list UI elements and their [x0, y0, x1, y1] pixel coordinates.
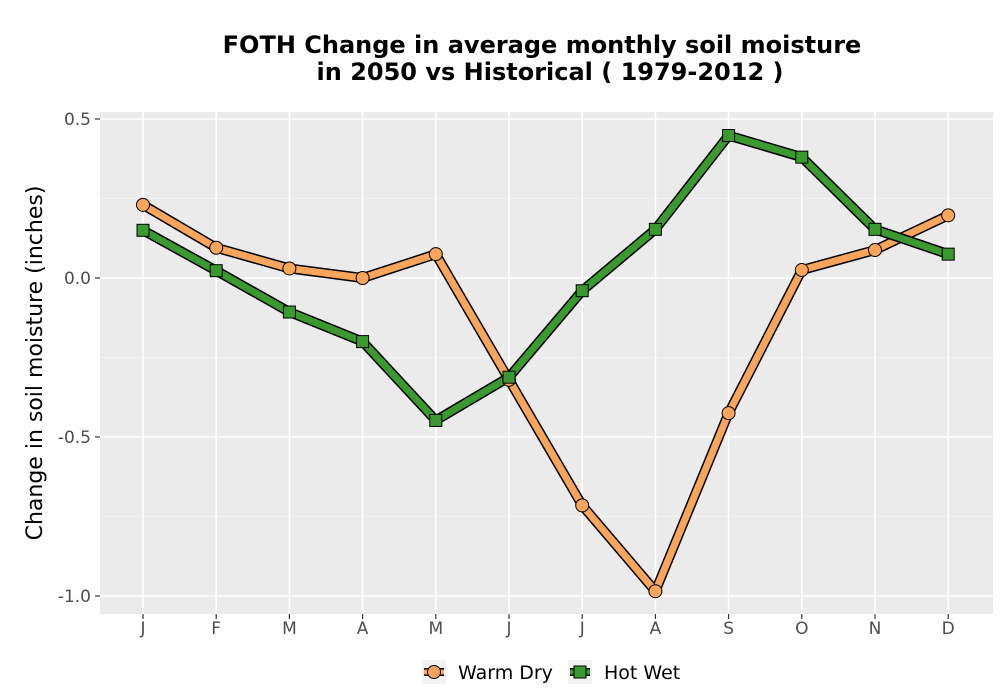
- data-point: [795, 150, 809, 164]
- data-point: [941, 208, 956, 223]
- data-point: [868, 222, 882, 236]
- x-tick-label: J: [505, 619, 511, 639]
- data-point: [355, 271, 370, 285]
- y-tick-label: 0.5: [64, 110, 91, 130]
- y-tick-label: -0.5: [58, 428, 91, 448]
- data-point: [575, 498, 590, 513]
- data-point: [648, 222, 662, 236]
- data-point: [282, 305, 296, 319]
- data-point: [356, 335, 370, 349]
- x-tick-label: A: [650, 619, 662, 639]
- data-point: [136, 223, 150, 237]
- y-axis-label: Change in soil moisture (inches): [23, 186, 48, 541]
- y-tick-label: -1.0: [58, 587, 91, 607]
- data-point: [209, 264, 223, 278]
- series-line: [139, 201, 952, 595]
- x-tick-label: F: [211, 619, 221, 639]
- y-axis: 0.5 0.0 -0.5 -1.0: [58, 110, 100, 607]
- series-layer: [136, 129, 956, 599]
- data-point: [575, 284, 589, 298]
- x-tick-label: S: [723, 619, 734, 639]
- legend-label: Hot Wet: [604, 662, 680, 684]
- data-point: [282, 261, 297, 276]
- data-point: [722, 129, 736, 143]
- data-point: [502, 370, 516, 384]
- legend: Warm Dry Hot Wet: [422, 660, 680, 684]
- data-point: [648, 584, 663, 599]
- legend-marker: [573, 665, 587, 679]
- legend-label: Warm Dry: [458, 662, 553, 684]
- chart-subtitle: in 2050 vs Historical ( 1979-2012 ): [317, 58, 784, 86]
- x-tick-label: D: [942, 619, 955, 639]
- plot-panel: [100, 112, 993, 614]
- x-tick-label: O: [795, 619, 808, 639]
- x-tick-label: N: [869, 619, 882, 639]
- data-point: [721, 406, 736, 421]
- data-point: [136, 197, 150, 212]
- data-point: [868, 243, 882, 258]
- x-tick-label: J: [139, 619, 145, 639]
- series-line: [139, 132, 952, 424]
- x-tick-label: M: [428, 619, 443, 639]
- chart-title: FOTH Change in average monthly soil mois…: [223, 31, 862, 59]
- legend-marker: [427, 665, 441, 679]
- y-tick-label: 0.0: [64, 269, 91, 289]
- x-tick-label: A: [357, 619, 369, 639]
- data-point: [941, 247, 955, 261]
- data-point: [429, 413, 443, 427]
- data-point: [794, 263, 809, 278]
- x-tick-label: M: [282, 619, 297, 639]
- data-point: [209, 240, 224, 255]
- x-tick-label: J: [579, 619, 585, 639]
- data-point: [428, 247, 443, 262]
